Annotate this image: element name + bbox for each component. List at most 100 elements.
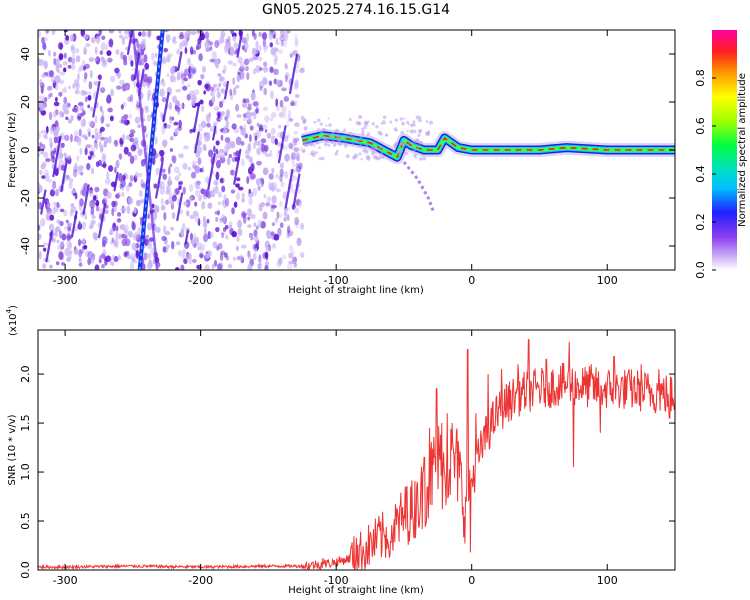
noise-blob: [67, 235, 71, 241]
noise-blob: [213, 179, 219, 186]
snr-xtick-label: -200: [188, 574, 213, 587]
noise-blob: [55, 83, 59, 91]
noise-blob: [250, 162, 255, 172]
noise-blob: [286, 229, 291, 238]
noise-blob: [137, 148, 143, 157]
noise-blob: [217, 191, 222, 198]
noise-blob: [140, 48, 145, 56]
noise-blob: [294, 151, 301, 160]
trace-noise-dot: [412, 148, 416, 152]
noise-blob: [189, 214, 196, 219]
noise-blob: [215, 148, 219, 155]
noise-blob: [213, 83, 218, 88]
noise-blob: [78, 165, 84, 170]
noise-blob: [53, 231, 59, 238]
trace-noise-dot: [373, 141, 376, 145]
spectrogram-xtick-label: 100: [597, 274, 618, 287]
trace-noise-dot: [335, 128, 339, 133]
noise-blob: [294, 122, 300, 128]
noise-blob: [72, 169, 78, 178]
trace-noise-dot: [375, 146, 378, 149]
noise-blob: [208, 149, 214, 158]
noise-blob: [95, 205, 100, 212]
noise-blob: [219, 252, 224, 262]
trace-noise-dot: [418, 128, 423, 133]
noise-blob: [135, 249, 140, 258]
noise-blob: [129, 174, 134, 182]
noise-blob: [253, 141, 256, 150]
snr-ytick-label: 0.5: [19, 512, 32, 530]
noise-blob: [87, 250, 93, 260]
noise-blob: [270, 185, 276, 192]
trace-noise-dot: [418, 118, 422, 123]
noise-blob: [201, 201, 206, 210]
noise-blob: [211, 263, 215, 270]
noise-blob: [95, 142, 99, 150]
noise-blob: [283, 210, 288, 217]
noise-blob: [119, 224, 126, 231]
noise-blob: [273, 78, 277, 85]
noise-blob: [294, 94, 300, 99]
noise-blob: [287, 214, 290, 222]
noise-blob: [131, 256, 135, 263]
noise-blob: [123, 251, 128, 258]
noise-blob: [275, 173, 280, 180]
noise-blob: [283, 217, 287, 222]
trace-noise-dot: [379, 145, 383, 149]
noise-blob: [43, 151, 49, 158]
noise-blob: [184, 47, 188, 55]
noise-blob: [60, 142, 65, 148]
noise-blob: [137, 172, 143, 178]
noise-blob: [262, 211, 268, 220]
noise-blob: [199, 35, 203, 41]
noise-blob: [138, 199, 145, 204]
figure-title: GN05.2025.274.16.15.G14: [262, 2, 450, 18]
noise-blob: [70, 206, 77, 213]
trace-noise-dot: [327, 143, 331, 147]
noise-blob: [197, 242, 202, 250]
noise-blob: [205, 189, 209, 198]
noise-blob: [190, 171, 197, 179]
noise-blob: [188, 257, 193, 265]
noise-blob: [103, 142, 107, 148]
noise-blob: [98, 140, 102, 148]
colorbar-label: Normalized spectral amplitude: [737, 73, 748, 227]
noise-blob: [198, 194, 203, 201]
noise-blob: [63, 226, 68, 231]
noise-blob: [84, 147, 88, 156]
noise-blob: [229, 140, 236, 149]
spectrogram-frame: [37, 29, 676, 271]
noise-blob: [298, 162, 303, 169]
noise-blob: [244, 214, 248, 222]
trace-tail: [402, 161, 436, 213]
noise-blob: [49, 70, 54, 78]
noise-blob: [200, 120, 207, 129]
noise-blob: [131, 221, 136, 231]
trace-noise-dot: [417, 133, 421, 137]
noise-blob: [113, 238, 119, 247]
noise-blob: [216, 263, 222, 270]
noise-blob: [154, 136, 158, 145]
noise-blob: [83, 65, 86, 71]
noise-blob: [176, 48, 181, 55]
noise-blob: [57, 244, 62, 251]
noise-blob: [181, 102, 185, 110]
noise-blob: [94, 264, 100, 270]
noise-blob: [292, 161, 296, 168]
noise-blob: [162, 224, 166, 233]
noise-blob: [216, 87, 220, 93]
noise-blob: [166, 124, 172, 129]
noise-blob: [71, 57, 76, 65]
noise-blob: [56, 201, 60, 208]
noise-blob: [121, 36, 126, 46]
noise-blob: [235, 192, 241, 201]
noise-blob: [125, 85, 129, 89]
trace-noise-dot: [386, 150, 389, 153]
noise-blob: [280, 79, 284, 88]
noise-blob: [215, 159, 221, 169]
trace-noise-dot: [300, 116, 305, 121]
noise-blob: [155, 167, 161, 176]
noise-blob: [260, 143, 265, 152]
noise-blob: [172, 40, 178, 45]
noise-blob: [170, 226, 174, 231]
